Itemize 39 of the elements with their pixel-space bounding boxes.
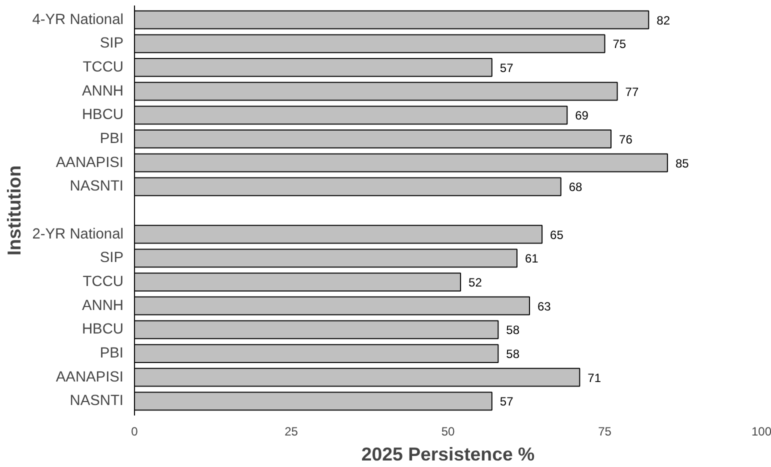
data-label: 57	[500, 60, 514, 75]
data-label: 57	[500, 394, 514, 409]
data-label: 76	[619, 132, 633, 146]
y-tick-label: AANAPISI	[56, 369, 124, 386]
y-tick-label: SIP	[100, 36, 124, 52]
y-tick-label: AANAPISI	[56, 154, 124, 171]
data-label: 69	[575, 108, 589, 123]
y-tick-label: TCCU	[82, 59, 124, 76]
y-tick-label: 2-YR National	[32, 226, 124, 242]
x-axis-title: 2025 Persistence %	[361, 444, 536, 464]
x-tick-label: 100	[751, 424, 771, 438]
x-tick-label: 25	[284, 424, 298, 438]
y-axis-title: Institution	[3, 165, 24, 256]
y-tick-label: PBI	[100, 130, 124, 147]
y-tick-label: PBI	[100, 346, 124, 362]
data-label: 71	[588, 370, 602, 385]
y-tick-label: ANNH	[82, 83, 124, 100]
data-label: 85	[675, 156, 690, 170]
data-label: 63	[538, 299, 552, 314]
data-label: 82	[656, 13, 670, 28]
y-tick-label: 4-YR National	[32, 12, 124, 28]
y-tick-label: ANNH	[82, 298, 124, 314]
data-label: 77	[625, 84, 639, 99]
data-label: 75	[612, 37, 626, 52]
data-label: 58	[506, 323, 520, 338]
y-tick-label: HBCU	[82, 322, 124, 338]
y-tick-label: SIP	[100, 250, 124, 266]
data-label: 58	[506, 347, 520, 362]
data-label: 65	[550, 228, 564, 242]
x-tick-label: 0	[131, 424, 138, 438]
data-label: 68	[568, 180, 583, 194]
data-label: 61	[524, 252, 539, 266]
data-label: 52	[468, 276, 482, 290]
x-tick-label: 75	[598, 424, 612, 438]
y-tick-label: HBCU	[82, 107, 124, 124]
x-tick-label: 50	[441, 424, 455, 438]
y-tick-label: NASNTI	[70, 393, 124, 410]
y-tick-label: NASNTI	[70, 178, 124, 195]
y-tick-label: TCCU	[82, 274, 124, 290]
